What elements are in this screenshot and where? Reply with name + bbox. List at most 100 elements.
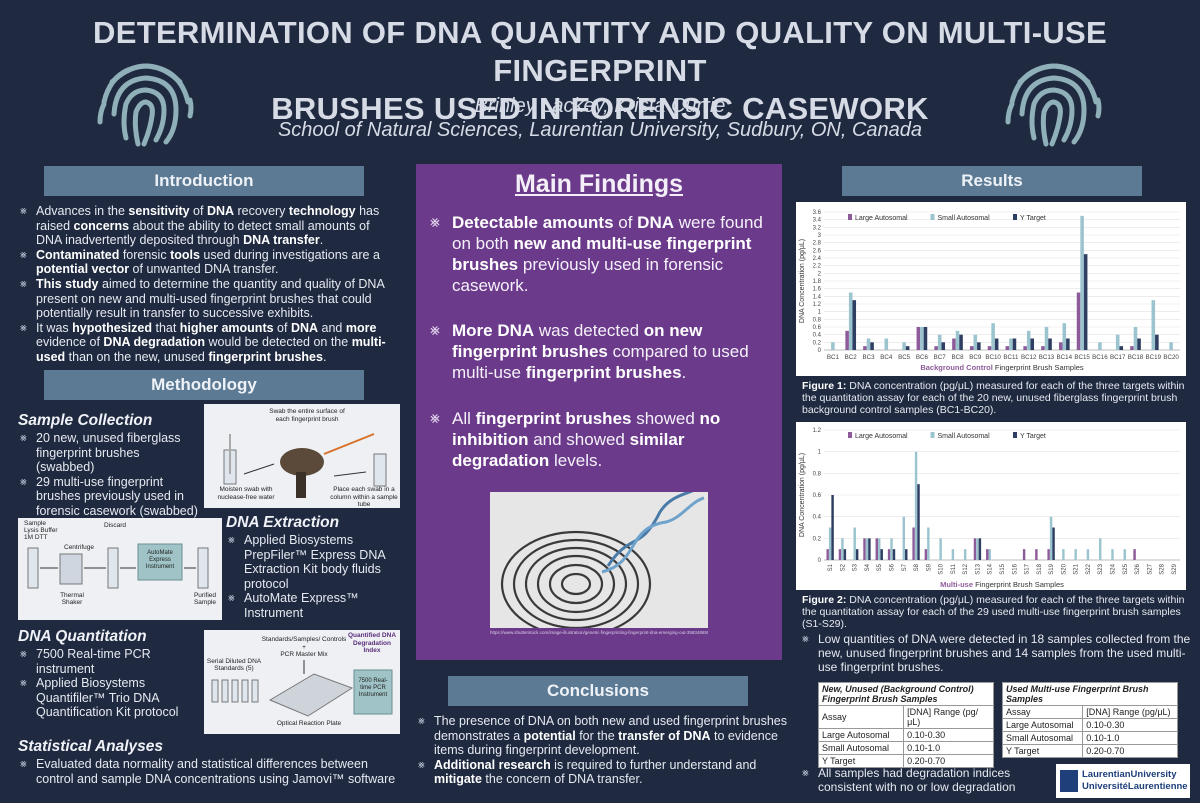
bar-y-target — [1052, 527, 1055, 560]
y-tick-label: 0 — [818, 348, 822, 354]
legend-label: Y Target — [1020, 433, 1046, 440]
sample-collection-item: 20 new, unused fiberglass fingerprint br… — [18, 431, 200, 475]
bar-large-autosomal — [934, 346, 938, 350]
bar-large-autosomal — [838, 549, 842, 560]
bar-y-target — [868, 538, 871, 560]
swab-label: Swab the entire surface of each fingerpr… — [269, 408, 345, 423]
bar-y-target — [941, 342, 946, 350]
fingerprint-icon — [1005, 63, 1102, 147]
moisten-label: Moisten swab with nuclease-free water — [217, 486, 275, 501]
pcr-instrument-label: 7500 Real-time PCR Instrument — [358, 678, 388, 698]
bar-large-autosomal — [1023, 346, 1027, 350]
y-axis-label: DNA Concentration (pg/µL) — [799, 239, 806, 323]
bar-y-target — [1119, 346, 1124, 350]
main-findings-heading: Main Findings — [514, 170, 684, 198]
finding-item: ⨳ All fingerprint brushes showed no inhi… — [430, 409, 721, 470]
dna-helix-icon: ⨳ — [430, 214, 440, 231]
x-axis-label: Background Control Fingerprint Brush Sam… — [920, 363, 1084, 372]
x-tick-label: S19 — [1049, 563, 1055, 574]
dna-extraction-item: Applied Biosystems PrepFiler™ Express DN… — [226, 533, 394, 591]
title-line-2: BRUSHES USED IN FORENSIC CASEWORK — [271, 91, 929, 126]
bar-small-autosomal — [951, 549, 955, 560]
methodology-heading: Methodology — [44, 370, 364, 400]
results-item: All samples had degradation indices cons… — [800, 766, 1050, 794]
bar-small-autosomal — [1123, 549, 1126, 560]
results-list: Low quantities of DNA were detected in 1… — [800, 632, 1192, 674]
dna-quantitation-list: 7500 Real-time PCR instrument Applied Bi… — [18, 647, 198, 720]
x-tick-label: BC6 — [916, 354, 929, 361]
bar-large-autosomal — [1022, 549, 1026, 560]
y-tick-label: 0.4 — [813, 333, 822, 339]
bar-y-target — [855, 549, 859, 560]
bar-y-target — [905, 549, 908, 560]
bar-large-autosomal — [952, 338, 956, 350]
legend-swatch — [930, 214, 935, 220]
author-block: Brinley Lackey, Krista Currie School of … — [0, 94, 1200, 142]
bar-y-target — [870, 342, 874, 350]
bar-large-autosomal — [1035, 549, 1038, 560]
dna-extraction-item: AutoMate Express™ Instrument — [226, 591, 394, 620]
y-axis-label: DNA Concentration (pg/µL) — [799, 453, 806, 537]
x-tick-label: BC1 — [827, 354, 840, 361]
y-tick-label: 1 — [818, 310, 822, 316]
bar-y-target — [1066, 338, 1070, 350]
table-row: Large Autosomal 0.10-0.30 — [1001, 718, 1178, 732]
table-title: Used Multi-use Fingerprint Brush Samples — [1002, 682, 1178, 706]
x-tick-label: BC2 — [845, 354, 858, 361]
bar-small-autosomal — [1169, 342, 1173, 350]
fingerprint-icon — [97, 63, 194, 147]
title-line-1: DETERMINATION OF DNA QUANTITY AND QUALIT… — [93, 15, 1107, 88]
x-tick-label: S28 — [1160, 563, 1166, 574]
bar-small-autosomal — [884, 338, 889, 350]
legend-swatch — [930, 432, 935, 438]
y-tick-label: 2.4 — [813, 256, 822, 262]
discard-label: Discard — [104, 522, 127, 529]
x-tick-label: S9 — [926, 563, 932, 571]
bar-y-target — [1137, 338, 1141, 350]
legend-label: Large Autosomal — [855, 433, 908, 440]
finding-item: ⨳ Detectable amounts of DNA were found o… — [430, 213, 763, 295]
x-tick-label: S26 — [1135, 563, 1141, 574]
bar-y-target — [917, 484, 920, 560]
bar-small-autosomal — [963, 549, 967, 560]
y-tick-label: 0.4 — [813, 515, 822, 521]
bar-y-target — [843, 549, 847, 560]
dna-quantitation-item: 7500 Real-time PCR instrument — [18, 647, 198, 676]
y-tick-label: 0.2 — [813, 536, 822, 542]
bar-small-autosomal — [866, 338, 871, 350]
intro-item: It was hypothesized that higher amounts … — [18, 321, 386, 365]
sample-collection-title: Sample Collection — [18, 412, 153, 429]
bar-small-autosomal — [848, 292, 853, 350]
bar-small-autosomal — [1080, 215, 1084, 350]
figure-2-svg: 0 0.2 0.4 0.6 0.8 1 1.2 S1 S2 S3 S4 S5 S6 S7 S8 S9 S10 S1… — [799, 428, 1180, 589]
bar-small-autosomal — [828, 527, 832, 560]
x-axis-label: Multi-use Fingerprint Brush Samples — [940, 580, 1064, 589]
x-tick-label: S14 — [988, 563, 994, 574]
y-tick-label: 0.2 — [813, 340, 822, 346]
y-tick-label: 0.6 — [813, 493, 822, 499]
serial-standards-label: Serial Diluted DNA Standards (5) — [206, 658, 262, 672]
figure-1-chart: 0 0.2 0.4 0.6 0.8 1 1.2 1.4 1.6 1.8 2 2.2 2.4 2.6 2.8 3… — [796, 202, 1186, 376]
x-tick-label: S12 — [963, 563, 969, 574]
table-used-brushes: Used Multi-use Fingerprint Brush Samples… — [1001, 682, 1178, 758]
bar-small-autosomal — [1086, 549, 1090, 560]
intro-item: Contaminated forensic tools used during … — [18, 248, 386, 277]
y-tick-label: 3.2 — [813, 225, 822, 231]
x-tick-label: S13 — [975, 563, 981, 574]
bar-large-autosomal — [916, 327, 921, 350]
x-tick-label: S6 — [890, 563, 896, 571]
legend-swatch — [1013, 432, 1017, 438]
table-header: Assay — [1001, 705, 1084, 719]
bar-small-autosomal — [1062, 323, 1067, 350]
bar-y-target — [905, 346, 910, 350]
bar-small-autosomal — [1098, 538, 1102, 560]
bar-y-target — [923, 327, 928, 350]
bar-large-autosomal — [1005, 346, 1010, 350]
legend-label: Y Target — [1020, 215, 1046, 222]
x-tick-label: BC11 — [1003, 354, 1019, 361]
bar-large-autosomal — [1076, 292, 1081, 350]
bar-small-autosomal — [1151, 300, 1156, 350]
bar-large-autosomal — [912, 527, 915, 560]
x-tick-label: S1 — [828, 563, 834, 571]
image-credit: https://www.shutterstock.com/image-illus… — [490, 630, 708, 635]
